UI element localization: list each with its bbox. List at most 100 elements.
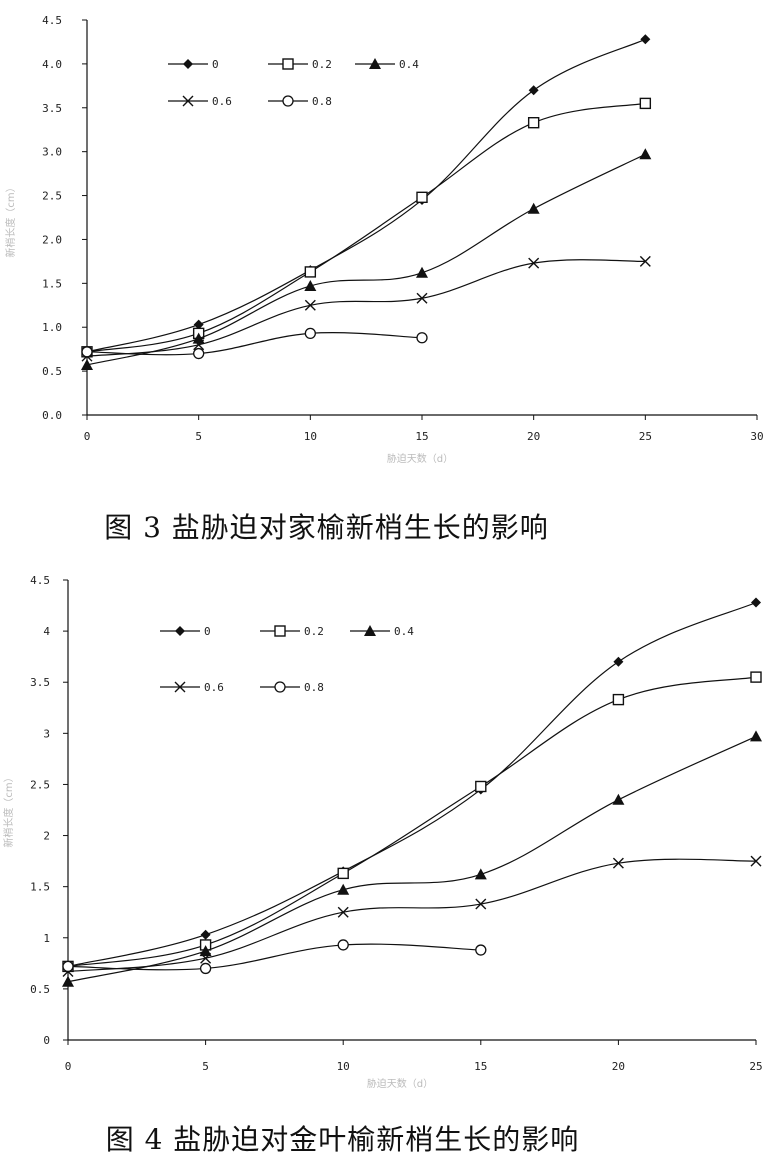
series-0-6 <box>62 855 762 978</box>
legend-item-0-6: 0.6 <box>168 95 232 108</box>
x-tick-label: 15 <box>474 1060 487 1073</box>
legend-marker <box>175 626 185 636</box>
data-point <box>81 346 93 358</box>
data-point <box>193 339 205 351</box>
x-tick-label: 0 <box>84 430 91 443</box>
data-point <box>528 257 540 269</box>
legend-item-0-2: 0.2 <box>268 58 332 71</box>
y-axis-title: 新梢长度（cm） <box>4 182 17 257</box>
legend-label: 0.6 <box>212 95 232 108</box>
data-point <box>416 332 428 344</box>
data-point <box>475 780 487 793</box>
legend-marker <box>364 625 376 636</box>
series-0 <box>82 34 651 357</box>
chart-salt-stress-jinyeyu: 0 0.5 1 1.5 2 2.5 3 3.5 4 4.5 0 5 10 15 20 25 胁迫天数（d） 新梢长… <box>2 574 763 1090</box>
legend-label: 0.2 <box>312 58 332 71</box>
legend-label: 0.4 <box>399 58 419 71</box>
data-point <box>304 299 316 311</box>
y-tick-label: 2.5 <box>30 778 50 791</box>
legend-item-0-2: 0.2 <box>260 625 324 638</box>
legend-marker <box>182 95 194 107</box>
data-point <box>193 347 205 360</box>
series-line <box>67 858 757 973</box>
chart-salt-stress-jiayu: 0.0 0.5 1.0 1.5 2.0 2.5 3.0 3.5 4.0 4.5 0 5 10 15 20 25… <box>4 14 764 465</box>
figure-caption-4: 图 4 盐胁迫对金叶榆新梢生长的影响 <box>105 1123 580 1156</box>
y-tick-label: 1.5 <box>30 881 50 894</box>
x-tick-label: 5 <box>202 1060 209 1073</box>
y-tick-label: 4.0 <box>42 58 62 71</box>
y-tick-label: 1 <box>43 932 50 945</box>
y-axis-title: 新梢长度（cm） <box>2 772 15 847</box>
x-tick-label: 25 <box>749 1060 762 1073</box>
data-point <box>528 85 539 96</box>
y-tick-label: 0.5 <box>42 365 62 378</box>
data-point <box>612 857 624 869</box>
y-tick-label: 4.5 <box>42 14 62 27</box>
data-point <box>612 793 625 805</box>
legend-marker <box>174 681 186 693</box>
y-tick-label: 0.0 <box>42 409 62 422</box>
series-0-2 <box>81 97 652 358</box>
data-point <box>62 975 74 987</box>
y-tick-label: 3 <box>43 727 50 740</box>
y-tick-label: 3.0 <box>42 146 62 159</box>
data-point <box>337 867 349 880</box>
figure-caption-3: 图 3 盐胁迫对家榆新梢生长的影响 <box>104 511 549 544</box>
legend-label: 0.2 <box>304 625 324 638</box>
data-point <box>474 868 487 880</box>
data-point <box>304 266 317 278</box>
data-point <box>193 319 204 330</box>
x-tick-label: 25 <box>639 430 652 443</box>
data-point <box>62 960 74 973</box>
y-tick-label: 0.5 <box>30 983 50 996</box>
legend-item-0-8: 0.8 <box>260 681 324 694</box>
series-line <box>67 943 481 971</box>
series-0-8 <box>62 939 487 975</box>
data-point <box>527 116 540 129</box>
y-tick-label: 4.5 <box>30 574 50 587</box>
series-0-4 <box>81 148 652 370</box>
x-tick-label: 10 <box>304 430 317 443</box>
x-tick-label: 20 <box>612 1060 625 1073</box>
series-line <box>86 332 423 356</box>
data-point <box>527 202 540 214</box>
data-point <box>475 898 487 910</box>
series-line <box>86 102 646 353</box>
y-tick-label: 2.0 <box>42 233 62 246</box>
legend-marker <box>369 58 381 69</box>
x-tick-label: 10 <box>337 1060 350 1073</box>
data-point <box>613 656 624 667</box>
data-point <box>416 191 428 204</box>
legend-item-0-4: 0.4 <box>355 58 419 71</box>
y-tick-label: 0 <box>43 1034 50 1047</box>
series-0-6 <box>81 255 651 362</box>
legend-marker <box>282 58 294 70</box>
legend-item-0-6: 0.6 <box>160 681 224 694</box>
data-point <box>337 883 350 895</box>
legend-marker <box>274 681 286 693</box>
legend-item-0-4: 0.4 <box>350 625 414 638</box>
series-line <box>86 153 646 366</box>
data-point <box>639 97 652 110</box>
x-tick-label: 0 <box>65 1060 72 1073</box>
legend-item-0: 0 <box>168 58 219 71</box>
y-tick-label: 4 <box>43 625 50 638</box>
data-point <box>416 266 428 278</box>
data-point <box>81 358 93 370</box>
x-tick-label: 5 <box>195 430 202 443</box>
legend-item-0: 0 <box>160 625 211 638</box>
data-point <box>612 693 625 706</box>
y-tick-label: 2.5 <box>42 190 62 203</box>
data-point <box>416 292 428 304</box>
y-tick-label: 3.5 <box>42 102 62 115</box>
y-tick-label: 1.5 <box>42 277 62 290</box>
data-point <box>750 855 762 867</box>
x-axis-title: 胁迫天数（d） <box>367 1077 433 1090</box>
data-point <box>639 148 652 160</box>
legend-item-0-8: 0.8 <box>268 95 332 108</box>
legend-label: 0.6 <box>204 681 224 694</box>
data-point <box>200 952 212 964</box>
legend-label: 0 <box>204 625 211 638</box>
data-point <box>199 945 212 957</box>
data-point <box>750 671 762 683</box>
